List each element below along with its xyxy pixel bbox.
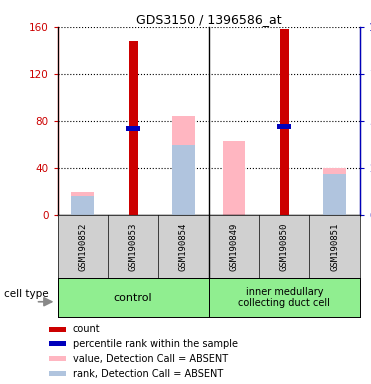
Text: rank, Detection Call = ABSENT: rank, Detection Call = ABSENT: [73, 369, 223, 379]
Bar: [71, 192, 94, 215]
Bar: [58, 278, 209, 317]
Text: count: count: [73, 324, 100, 334]
Text: percentile rank within the sample: percentile rank within the sample: [73, 339, 238, 349]
Bar: [49, 327, 66, 331]
Bar: [49, 371, 66, 376]
Bar: [324, 168, 346, 215]
Title: GDS3150 / 1396586_at: GDS3150 / 1396586_at: [136, 13, 282, 26]
Bar: [172, 146, 195, 215]
Text: cell type: cell type: [4, 289, 48, 299]
Bar: [126, 126, 140, 131]
Text: GSM190854: GSM190854: [179, 223, 188, 271]
Bar: [223, 141, 245, 215]
Text: control: control: [114, 293, 152, 303]
Text: GSM190850: GSM190850: [280, 223, 289, 271]
Text: GSM190851: GSM190851: [330, 223, 339, 271]
Bar: [280, 29, 289, 215]
Text: value, Detection Call = ABSENT: value, Detection Call = ABSENT: [73, 354, 228, 364]
Bar: [49, 356, 66, 361]
Bar: [209, 278, 360, 317]
Bar: [324, 174, 346, 215]
Bar: [129, 41, 138, 215]
Text: inner medullary
collecting duct cell: inner medullary collecting duct cell: [238, 287, 330, 308]
Text: GSM190853: GSM190853: [129, 223, 138, 271]
Bar: [71, 196, 94, 215]
Bar: [172, 116, 195, 215]
Text: GSM190849: GSM190849: [229, 223, 239, 271]
Bar: [49, 341, 66, 346]
Text: GSM190852: GSM190852: [78, 223, 87, 271]
Bar: [278, 124, 291, 129]
